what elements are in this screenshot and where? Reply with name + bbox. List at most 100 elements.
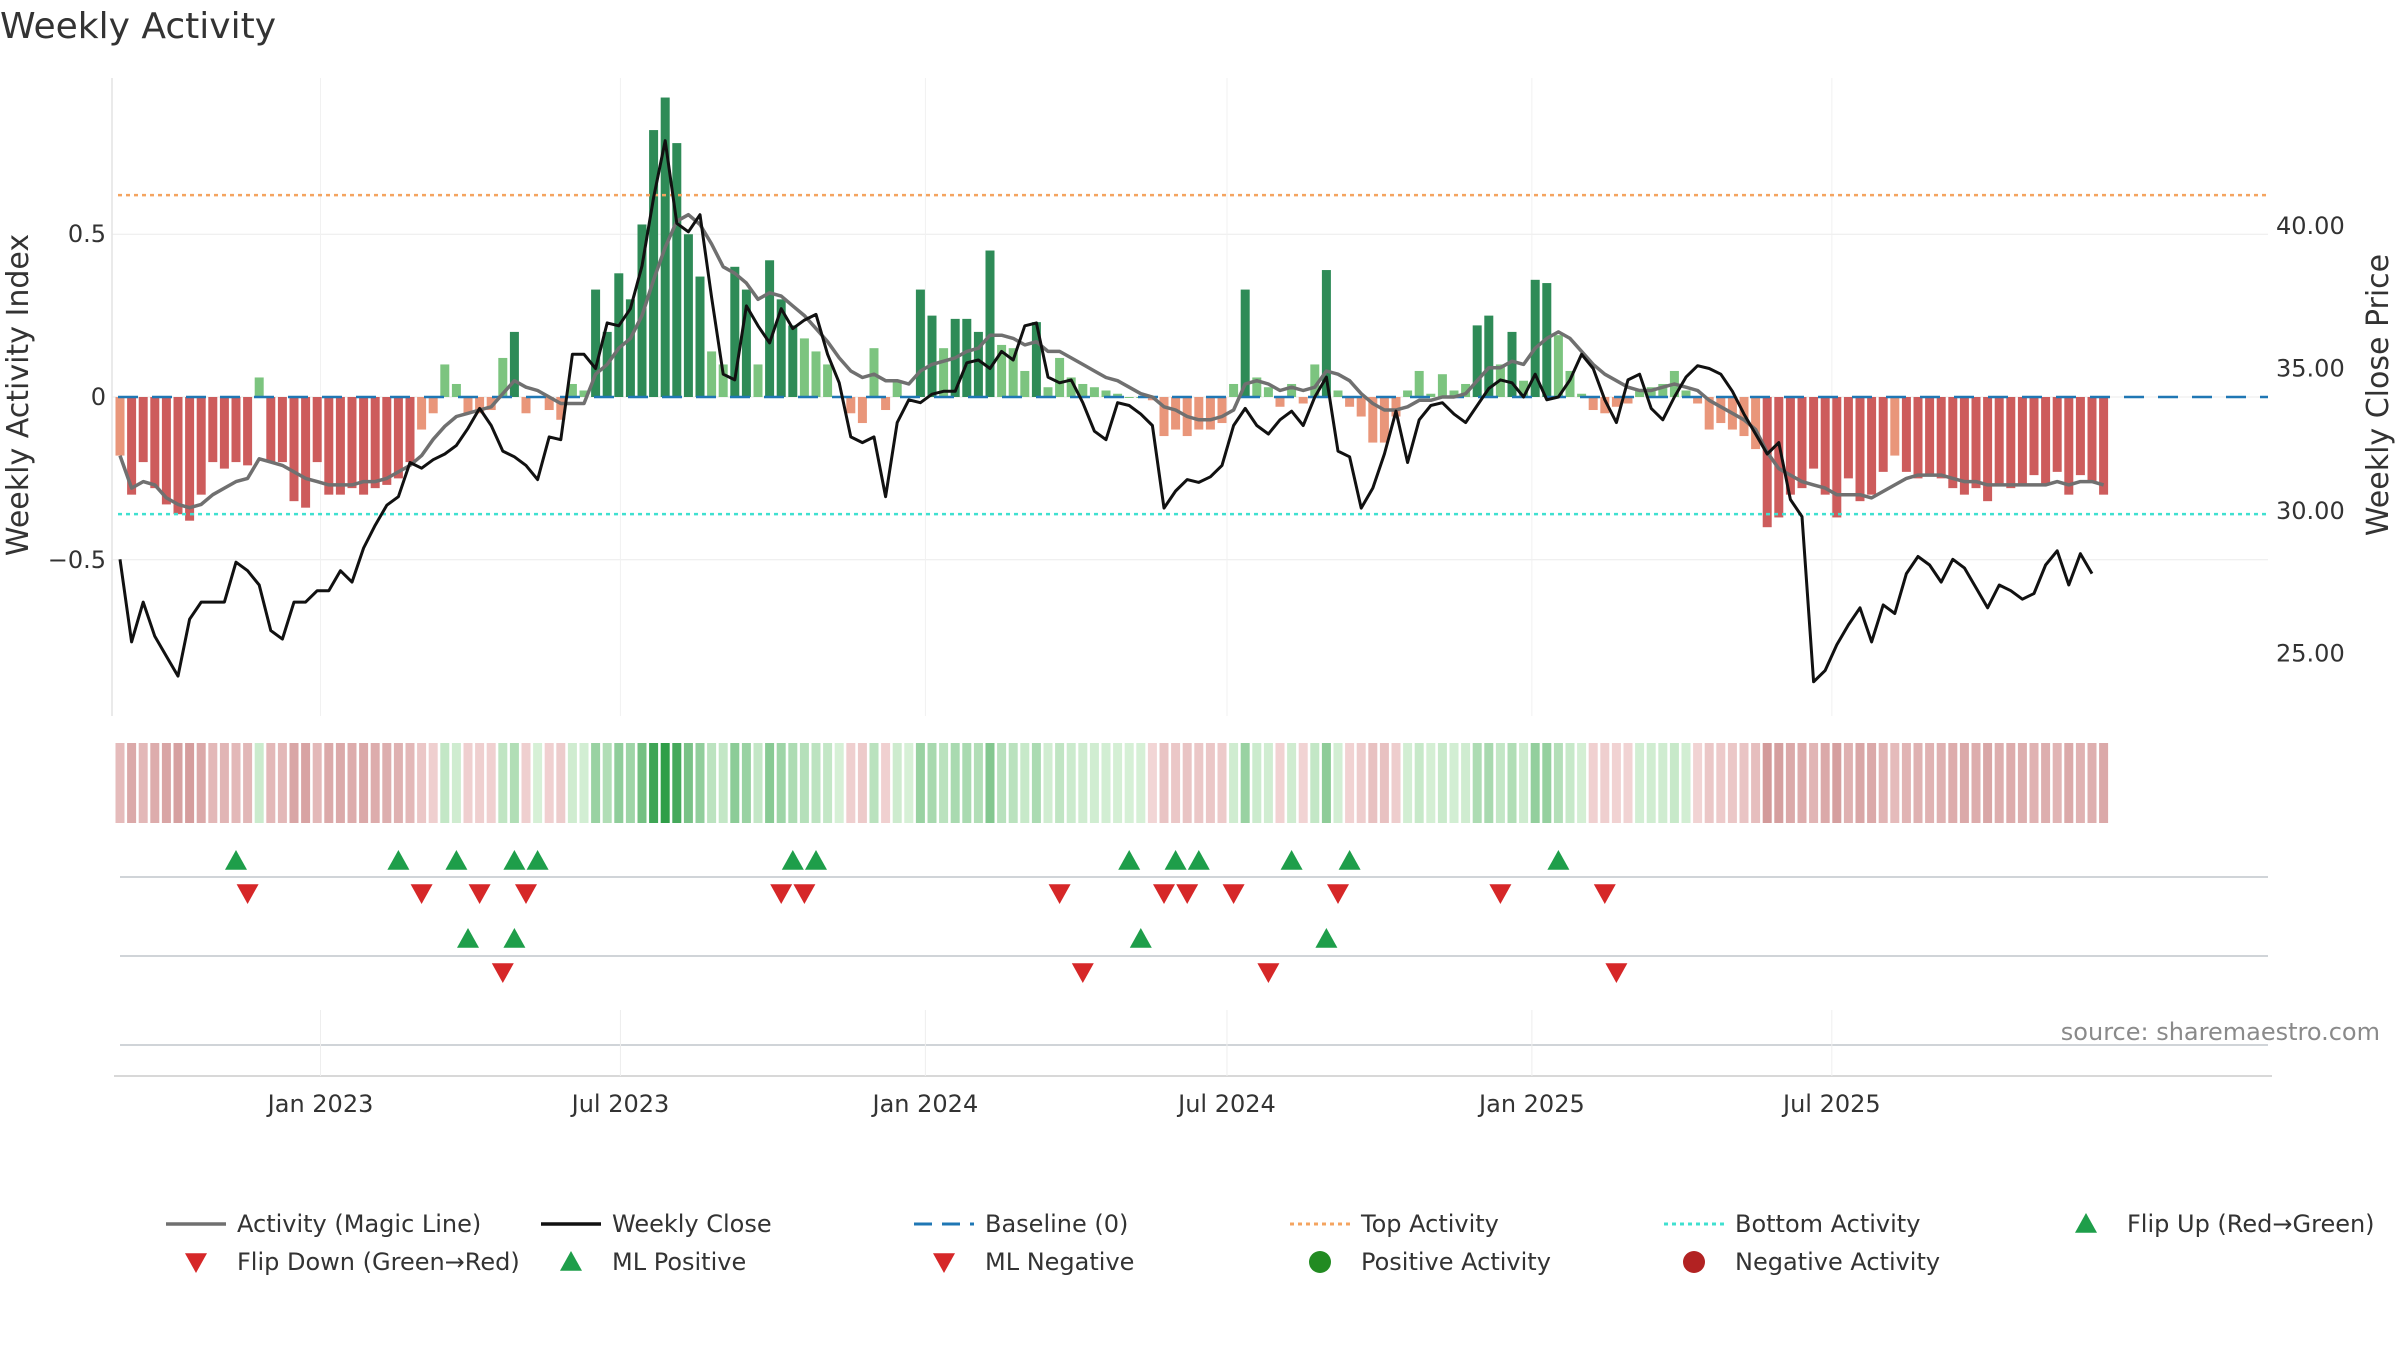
ml-positive-marker [503,928,526,948]
activity-bar [1797,397,1807,489]
heat-cell [417,743,427,823]
activity-bar [1681,390,1691,397]
heat-cell [231,743,241,823]
activity-bar [1391,397,1401,417]
heat-cell [1043,743,1053,823]
legend-swatch [560,1251,582,1271]
y-right-tick-label: 35.00 [2276,355,2345,383]
activity-bar [1577,393,1587,397]
heat-cell [823,743,833,823]
flip-up-marker [781,850,804,870]
y-left-tick-label: 0 [91,383,106,411]
heat-cell [939,743,949,823]
heat-cell [533,743,543,823]
activity-bar [672,143,682,397]
activity-bar [185,397,195,521]
activity-bar [1785,397,1795,495]
activity-bar [985,250,995,397]
heat-cell [1101,743,1111,823]
heat-cell [1635,743,1645,823]
activity-bar [1252,377,1262,397]
heat-cell [625,743,635,823]
heat-cell [196,743,206,823]
heat-cell [1553,743,1563,823]
legend-label: Activity (Magic Line) [237,1210,481,1238]
activity-bar [2087,397,2097,482]
heat-cell [1704,743,1714,823]
heat-cell [544,743,554,823]
heat-cell [115,743,125,823]
flip-up-marker [1280,850,1303,870]
legend-label: ML Positive [612,1248,746,1276]
x-tick-label: Jul 2025 [1781,1090,1881,1118]
legend-label: Flip Down (Green→Red) [237,1248,520,1276]
activity-bar [1658,383,1668,397]
activity-bar [196,397,206,495]
activity-bar [1983,397,1993,502]
heat-cell [1577,743,1587,823]
heat-cell [1519,743,1529,823]
activity-bar [1379,397,1389,443]
activity-bar [1936,397,1946,479]
heat-cell [1762,743,1772,823]
heat-cell [312,743,322,823]
heat-cell [556,743,566,823]
activity-bar [1345,397,1355,407]
activity-bar [823,364,833,397]
activity-bar [254,377,264,397]
activity-bar [266,397,276,463]
heat-cell [973,743,983,823]
activity-bar [1472,325,1482,397]
heat-cell [266,743,276,823]
activity-bar [799,338,809,397]
heat-cell [498,743,508,823]
heat-cell [254,743,264,823]
activity-bar [1101,390,1111,397]
activity-bar [1565,370,1575,397]
heat-cell [1229,743,1239,823]
activity-bar [1820,397,1830,495]
activity-bar [289,397,299,502]
legend-label: Top Activity [1360,1210,1499,1238]
heat-cell [1426,743,1436,823]
heat-cell [1345,743,1355,823]
heat-cell [428,743,438,823]
activity-bar [881,397,891,411]
activity-bar [1217,397,1227,424]
activity-bar [811,351,821,397]
heat-cell [509,743,519,823]
heat-cell [1820,743,1830,823]
flip-down-marker [1153,884,1175,904]
activity-bar [1855,397,1865,502]
activity-bar [1356,397,1366,417]
chart-title: Weekly Activity [0,6,276,47]
heat-cell [683,743,693,823]
activity-bar [1774,397,1784,518]
legend-item: ML Positive [560,1248,746,1276]
heat-cell [1437,743,1447,823]
heat-cell [730,743,740,823]
heat-cell [243,743,253,823]
heat-cell [1565,743,1575,823]
flip-down-marker [468,884,491,904]
activity-bar [1600,397,1610,414]
activity-bar [1901,397,1911,472]
y-right-tick-label: 40.00 [2276,212,2345,240]
heat-cell [1751,743,1761,823]
heat-cell [451,743,461,823]
heat-cell [707,743,717,823]
activity-bar [788,325,798,397]
legend-label: ML Negative [985,1248,1134,1276]
heat-cell [2087,743,2097,823]
activity-bars [115,97,2109,528]
activity-bar [1867,397,1877,495]
activity-bar [324,397,334,495]
heat-cell [788,743,798,823]
heat-cell [1809,743,1819,823]
activity-bar [776,299,786,397]
flip-up-marker [1164,850,1187,870]
y-left-tick-label: −0.5 [48,546,106,574]
activity-bar [591,289,601,397]
flip-down-marker [770,884,793,904]
